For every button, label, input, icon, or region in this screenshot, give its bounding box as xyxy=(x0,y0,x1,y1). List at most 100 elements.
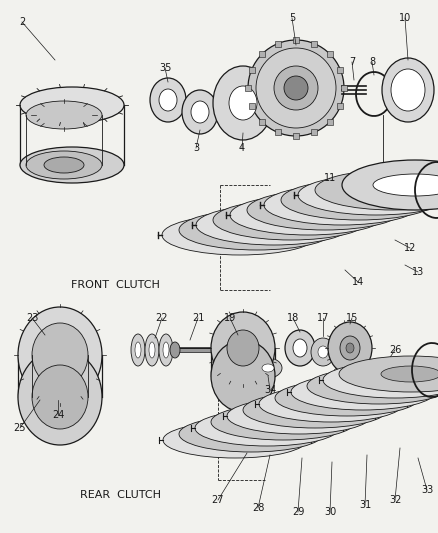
Ellipse shape xyxy=(269,408,329,424)
Ellipse shape xyxy=(373,174,438,196)
Ellipse shape xyxy=(229,86,257,120)
Text: 26: 26 xyxy=(389,345,401,355)
Text: 32: 32 xyxy=(389,495,401,505)
Ellipse shape xyxy=(162,215,318,255)
Ellipse shape xyxy=(382,58,434,122)
Ellipse shape xyxy=(18,307,102,403)
Ellipse shape xyxy=(248,40,344,136)
Ellipse shape xyxy=(170,342,180,358)
Text: 7: 7 xyxy=(349,57,355,67)
Ellipse shape xyxy=(179,210,335,250)
Ellipse shape xyxy=(145,334,159,366)
Text: 15: 15 xyxy=(346,313,358,323)
Text: 2: 2 xyxy=(19,17,25,27)
Ellipse shape xyxy=(196,205,352,245)
Ellipse shape xyxy=(307,368,438,404)
Ellipse shape xyxy=(298,175,438,215)
Bar xyxy=(259,119,265,125)
Ellipse shape xyxy=(349,378,409,394)
Text: 4: 4 xyxy=(239,143,245,153)
Ellipse shape xyxy=(328,322,372,374)
Ellipse shape xyxy=(341,186,411,204)
Text: 3: 3 xyxy=(193,143,199,153)
Text: 8: 8 xyxy=(369,57,375,67)
Ellipse shape xyxy=(230,195,386,235)
Ellipse shape xyxy=(131,334,145,366)
Ellipse shape xyxy=(159,89,177,111)
Bar xyxy=(259,51,265,57)
Ellipse shape xyxy=(333,384,393,400)
Text: REAR  CLUTCH: REAR CLUTCH xyxy=(80,490,160,500)
Ellipse shape xyxy=(323,362,438,398)
Text: 34: 34 xyxy=(264,385,276,395)
Ellipse shape xyxy=(247,190,403,230)
Text: 23: 23 xyxy=(26,313,38,323)
Ellipse shape xyxy=(391,69,425,111)
Ellipse shape xyxy=(259,386,403,422)
Ellipse shape xyxy=(315,170,438,210)
Text: 13: 13 xyxy=(412,267,424,277)
Ellipse shape xyxy=(254,358,282,378)
Text: 27: 27 xyxy=(212,495,224,505)
Text: 24: 24 xyxy=(52,410,64,420)
Ellipse shape xyxy=(365,372,425,388)
Ellipse shape xyxy=(135,342,141,358)
Bar xyxy=(327,51,333,57)
Ellipse shape xyxy=(346,343,354,353)
Ellipse shape xyxy=(32,365,88,429)
Bar xyxy=(249,67,254,72)
Ellipse shape xyxy=(205,432,265,448)
Bar xyxy=(337,103,343,109)
Bar xyxy=(275,130,281,135)
Ellipse shape xyxy=(273,206,343,224)
Bar xyxy=(341,85,347,91)
Ellipse shape xyxy=(243,392,387,428)
Ellipse shape xyxy=(149,342,155,358)
Bar xyxy=(311,41,318,47)
Ellipse shape xyxy=(318,346,328,358)
Text: 35: 35 xyxy=(159,63,171,73)
Ellipse shape xyxy=(179,416,323,452)
Text: 31: 31 xyxy=(359,500,371,510)
Ellipse shape xyxy=(324,191,394,209)
Text: 5: 5 xyxy=(289,13,295,23)
Bar xyxy=(293,37,299,43)
Ellipse shape xyxy=(221,426,281,442)
Ellipse shape xyxy=(195,410,339,446)
Ellipse shape xyxy=(20,147,124,183)
Ellipse shape xyxy=(262,364,274,372)
Text: 21: 21 xyxy=(192,313,204,323)
Text: 17: 17 xyxy=(317,313,329,323)
Text: 10: 10 xyxy=(399,13,411,23)
Ellipse shape xyxy=(256,211,326,229)
Ellipse shape xyxy=(311,338,335,366)
Ellipse shape xyxy=(339,356,438,392)
Ellipse shape xyxy=(44,157,84,173)
Bar xyxy=(293,133,299,139)
Ellipse shape xyxy=(275,380,419,416)
Ellipse shape xyxy=(227,330,259,366)
Text: 18: 18 xyxy=(287,313,299,323)
Ellipse shape xyxy=(342,160,438,210)
Bar xyxy=(337,67,343,72)
Ellipse shape xyxy=(293,339,307,357)
Ellipse shape xyxy=(159,334,173,366)
Text: 22: 22 xyxy=(156,313,168,323)
Ellipse shape xyxy=(32,323,88,387)
Text: 33: 33 xyxy=(421,485,433,495)
Text: 28: 28 xyxy=(252,503,264,513)
Ellipse shape xyxy=(274,66,318,110)
Ellipse shape xyxy=(222,221,292,239)
Ellipse shape xyxy=(307,196,377,214)
Ellipse shape xyxy=(301,396,361,412)
Ellipse shape xyxy=(253,414,313,430)
Text: 11: 11 xyxy=(324,173,336,183)
Ellipse shape xyxy=(211,340,275,412)
Text: 19: 19 xyxy=(224,313,236,323)
Ellipse shape xyxy=(182,90,218,134)
Ellipse shape xyxy=(239,216,309,234)
Ellipse shape xyxy=(211,404,355,440)
Ellipse shape xyxy=(285,402,345,418)
Ellipse shape xyxy=(291,374,435,410)
Text: 14: 14 xyxy=(352,277,364,287)
